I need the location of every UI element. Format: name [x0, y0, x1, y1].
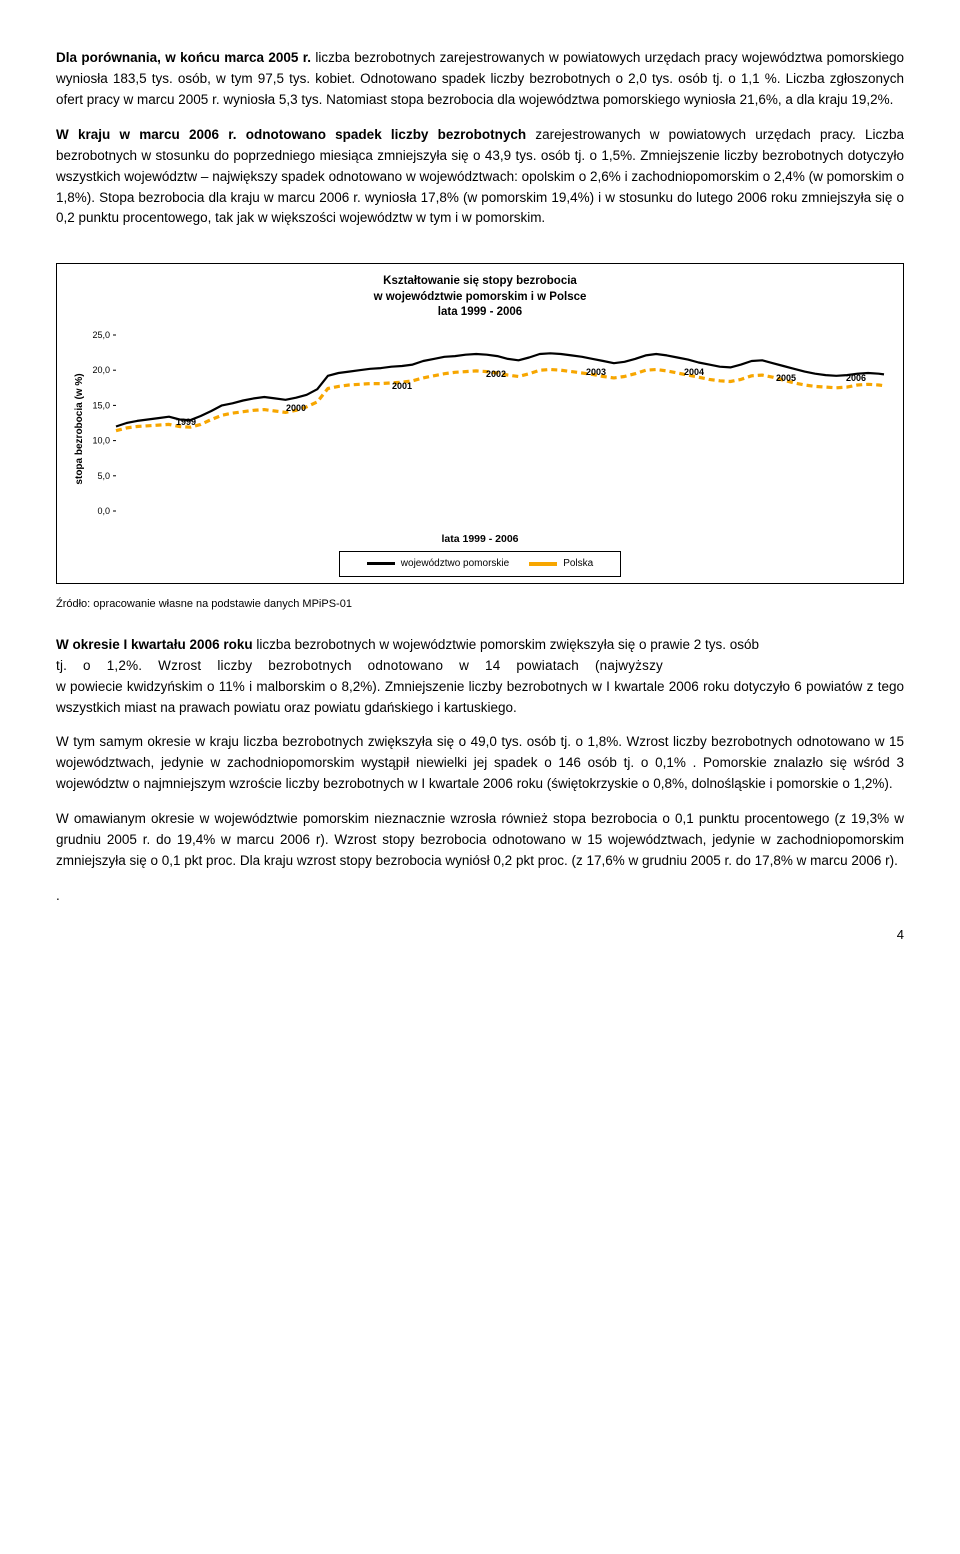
svg-text:20,0: 20,0 — [92, 365, 110, 375]
legend-item-polska: Polska — [529, 556, 593, 572]
svg-text:2003: 2003 — [586, 367, 606, 377]
paragraph-5: W omawianym okresie w województwie pomor… — [56, 809, 904, 872]
line-chart: 0,0 5,0 10,0 15,0 20,0 25,0 stopa bezrobocia (… — [70, 329, 890, 529]
svg-text:2000: 2000 — [286, 403, 306, 413]
svg-text:15,0: 15,0 — [92, 400, 110, 410]
page-number: 4 — [56, 925, 904, 945]
legend-item-pomorskie: województwo pomorskie — [367, 556, 509, 572]
chart-xlabel: lata 1999 - 2006 — [67, 531, 893, 547]
svg-text:25,0: 25,0 — [92, 330, 110, 340]
paragraph-3: W okresie I kwartału 2006 roku liczba be… — [56, 635, 904, 719]
svg-text:2005: 2005 — [776, 373, 796, 383]
chart-title-line2: w województwie pomorskim i w Polsce — [374, 291, 587, 303]
chart-title-line1: Kształtowanie się stopy bezrobocia — [383, 275, 577, 287]
trailing-dot: . — [56, 886, 904, 907]
svg-text:5,0: 5,0 — [97, 471, 110, 481]
para1-lead: Dla porównania, w końcu marca 2005 r. — [56, 50, 311, 65]
svg-text:1999: 1999 — [176, 417, 196, 427]
svg-text:stopa bezrobocia (w %): stopa bezrobocia (w %) — [74, 373, 85, 484]
svg-text:2004: 2004 — [684, 367, 704, 377]
paragraph-2: W kraju w marcu 2006 r. odnotowano spade… — [56, 125, 904, 230]
para2-lead: W kraju w marcu 2006 r. odnotowano spade… — [56, 127, 526, 142]
legend-label-pomorskie: województwo pomorskie — [401, 558, 509, 569]
para3-lead: W okresie I kwartału 2006 roku — [56, 637, 253, 652]
svg-text:0,0: 0,0 — [97, 506, 110, 516]
svg-text:2002: 2002 — [486, 369, 506, 379]
para3-part1: tj. o 1,2%. Wzrost liczby bezrobotnych o… — [56, 656, 904, 677]
svg-text:2006: 2006 — [846, 373, 866, 383]
chart-source: Źródło: opracowanie własne na podstawie … — [56, 596, 904, 613]
chart-container: Kształtowanie się stopy bezrobocia w woj… — [56, 263, 904, 583]
chart-title: Kształtowanie się stopy bezrobocia w woj… — [67, 274, 893, 321]
chart-title-line3: lata 1999 - 2006 — [438, 306, 522, 318]
svg-text:10,0: 10,0 — [92, 436, 110, 446]
paragraph-1: Dla porównania, w końcu marca 2005 r. li… — [56, 48, 904, 111]
para3-part0: liczba bezrobotnych w województwie pomor… — [253, 637, 759, 652]
svg-text:2001: 2001 — [392, 381, 412, 391]
para3-part2: w powiecie kwidzyńskim o 11% i malborski… — [56, 679, 904, 715]
legend-label-polska: Polska — [563, 558, 593, 569]
paragraph-4: W tym samym okresie w kraju liczba bezro… — [56, 732, 904, 795]
chart-legend: województwo pomorskie Polska — [339, 551, 621, 577]
